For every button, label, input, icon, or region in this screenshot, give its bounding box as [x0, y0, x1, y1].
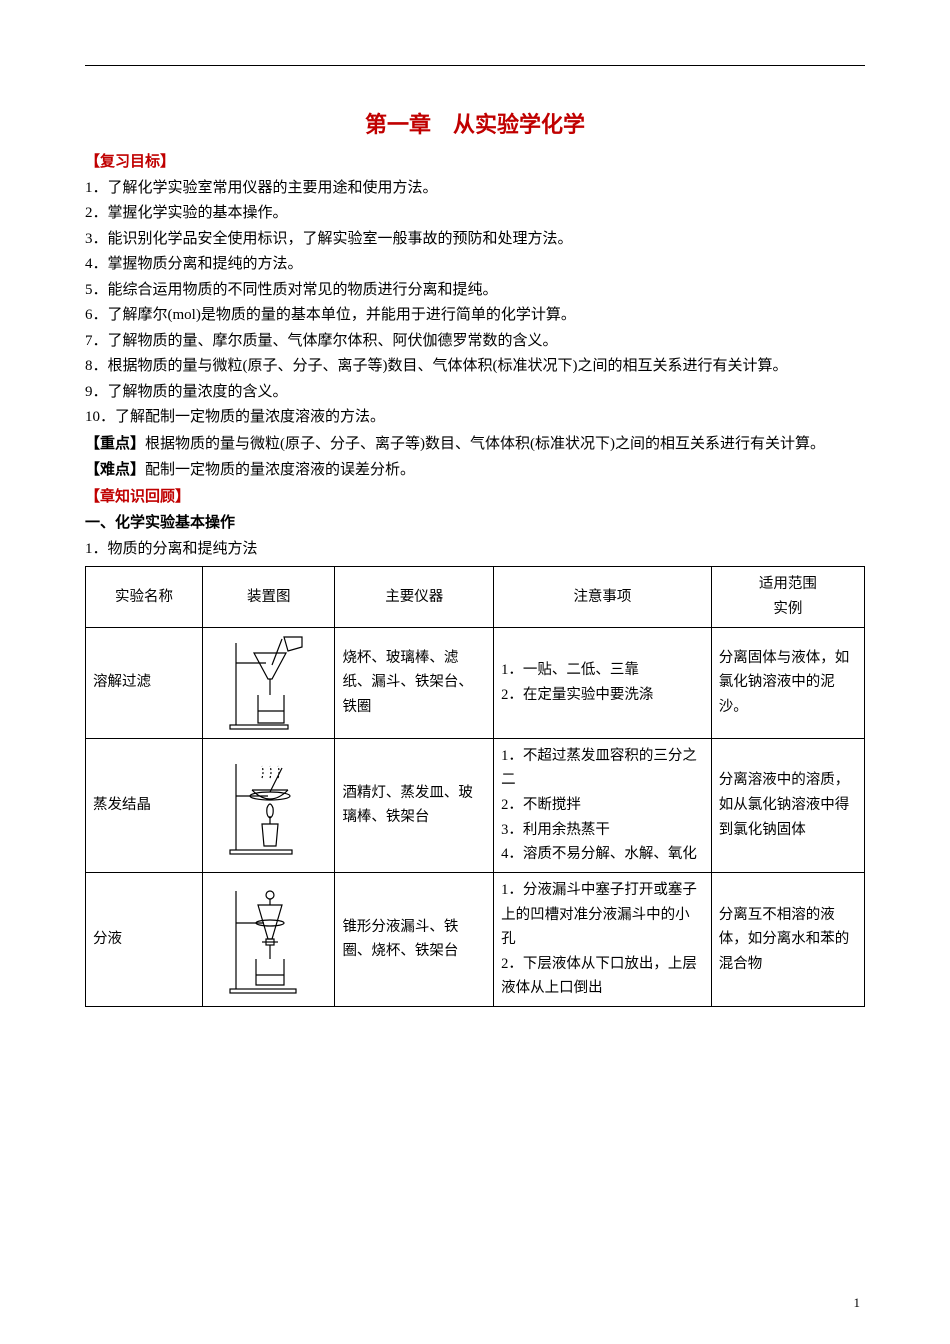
top-rule — [85, 65, 865, 66]
section1-heading: 一、化学实验基本操作 — [85, 514, 235, 531]
goals-heading: 【复习目标】 — [85, 153, 175, 170]
cell-figure — [203, 627, 335, 738]
review-heading: 【章知识回顾】 — [85, 488, 190, 505]
th-scope-line1: 适用范围 — [759, 576, 817, 592]
goal-item: 7．了解物质的量、摩尔质量、气体摩尔体积、阿伏伽德罗常数的含义。 — [85, 329, 865, 355]
cell-apparatus: 锥形分液漏斗、铁圈、烧杯、铁架台 — [335, 872, 494, 1006]
cell-scope: 分离互不相溶的液体，如分离水和苯的混合物 — [711, 872, 864, 1006]
sub1-heading: 1．物质的分离和提纯方法 — [85, 537, 865, 563]
filtration-icon — [224, 633, 314, 733]
difficulty-label: 【难点】 — [85, 461, 145, 478]
cell-notes: 1．一贴、二低、三靠2．在定量实验中要洗涤 — [494, 627, 712, 738]
methods-table: 实验名称 装置图 主要仪器 注意事项 适用范围 实例 溶解过滤 — [85, 566, 865, 1007]
goal-item: 1．了解化学实验室常用仪器的主要用途和使用方法。 — [85, 176, 865, 202]
cell-scope: 分离固体与液体，如氯化钠溶液中的泥沙。 — [711, 627, 864, 738]
cell-figure — [203, 738, 335, 872]
th-apparatus: 主要仪器 — [335, 567, 494, 627]
keypoint-text: 根据物质的量与微粒(原子、分子、离子等)数目、气体体积(标准状况下)之间的相互关… — [145, 436, 825, 452]
cell-apparatus: 酒精灯、蒸发皿、玻璃棒、铁架台 — [335, 738, 494, 872]
cell-apparatus: 烧杯、玻璃棒、滤纸、漏斗、铁架台、铁圈 — [335, 627, 494, 738]
goal-item: 3．能识别化学品安全使用标识，了解实验室一般事故的预防和处理方法。 — [85, 227, 865, 253]
th-scope-line2: 实例 — [773, 601, 802, 617]
cell-notes: 1．不超过蒸发皿容积的三分之二2．不断搅拌3．利用余热蒸干4．溶质不易分解、水解… — [494, 738, 712, 872]
th-name: 实验名称 — [86, 567, 203, 627]
table-header-row: 实验名称 装置图 主要仪器 注意事项 适用范围 实例 — [86, 567, 865, 627]
table-row: 溶解过滤 — [86, 627, 865, 738]
page-number: 1 — [854, 1292, 861, 1314]
cell-name: 溶解过滤 — [86, 627, 203, 738]
difficulty-text: 配制一定物质的量浓度溶液的误差分析。 — [145, 462, 415, 478]
table-row: 蒸发结晶 — [86, 738, 865, 872]
cell-notes: 1．分液漏斗中塞子打开或塞子上的凹槽对准分液漏斗中的小孔2．下层液体从下口放出，… — [494, 872, 712, 1006]
th-scope: 适用范围 实例 — [711, 567, 864, 627]
th-notes: 注意事项 — [494, 567, 712, 627]
cell-name: 分液 — [86, 872, 203, 1006]
goal-item: 9．了解物质的量浓度的含义。 — [85, 380, 865, 406]
cell-name: 蒸发结晶 — [86, 738, 203, 872]
cell-scope: 分离溶液中的溶质，如从氯化钠溶液中得到氯化钠固体 — [711, 738, 864, 872]
goal-item: 4．掌握物质分离和提纯的方法。 — [85, 252, 865, 278]
cell-figure — [203, 872, 335, 1006]
goal-item: 2．掌握化学实验的基本操作。 — [85, 201, 865, 227]
table-row: 分液 — [86, 872, 865, 1006]
goal-item: 6．了解摩尔(mol)是物质的量的基本单位，并能用于进行简单的化学计算。 — [85, 303, 865, 329]
separation-icon — [224, 879, 314, 999]
th-figure: 装置图 — [203, 567, 335, 627]
chapter-title: 第一章 从实验学化学 — [85, 106, 865, 143]
goal-item: 5．能综合运用物质的不同性质对常见的物质进行分离和提纯。 — [85, 278, 865, 304]
goal-item: 10．了解配制一定物质的量浓度溶液的方法。 — [85, 405, 865, 431]
evaporation-icon — [224, 750, 314, 860]
goal-item: 8．根据物质的量与微粒(原子、分子、离子等)数目、气体体积(标准状况下)之间的相… — [85, 354, 865, 380]
keypoint-label: 【重点】 — [85, 435, 145, 452]
